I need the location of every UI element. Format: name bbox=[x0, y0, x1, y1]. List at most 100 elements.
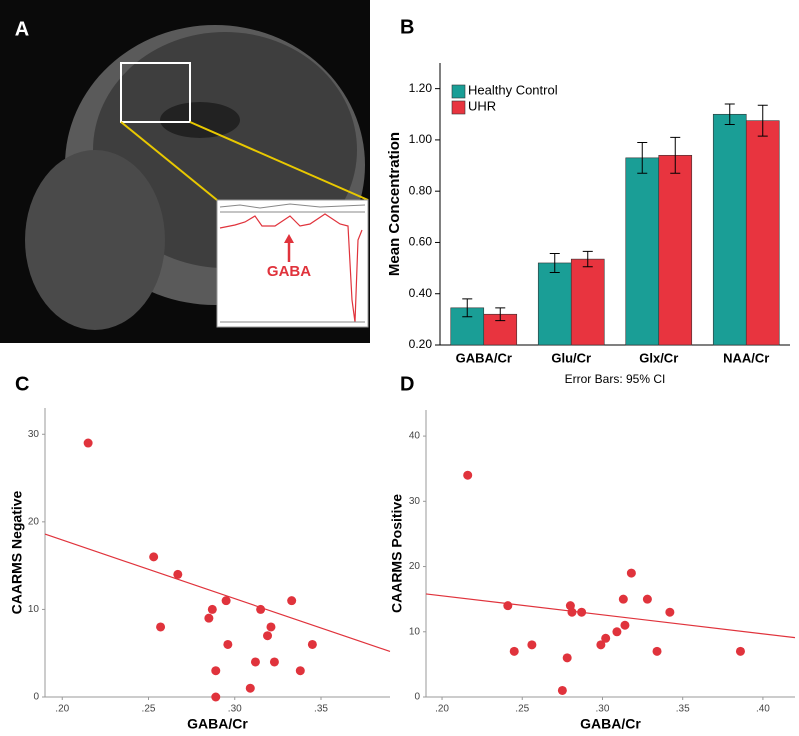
point bbox=[509, 646, 519, 656]
point bbox=[642, 594, 652, 604]
point bbox=[83, 438, 93, 448]
y-axis-label: CAARMS Positive bbox=[389, 494, 405, 613]
point bbox=[626, 568, 636, 578]
point bbox=[263, 631, 273, 641]
y-tick-label: 0 bbox=[33, 692, 39, 703]
error-bar bbox=[549, 252, 560, 273]
point bbox=[204, 613, 214, 623]
legend-swatch bbox=[451, 84, 466, 99]
error-bar bbox=[495, 307, 506, 322]
point bbox=[463, 470, 473, 480]
point bbox=[567, 607, 577, 617]
x-tick-label: .20 bbox=[435, 704, 449, 715]
panel-letter: B bbox=[400, 16, 414, 38]
y-tick-label: 1.20 bbox=[409, 81, 433, 95]
y-tick-label: 0 bbox=[414, 692, 420, 703]
voxel-box bbox=[120, 62, 191, 123]
point bbox=[557, 685, 567, 695]
gaba-arrow-head bbox=[284, 234, 294, 243]
x-tick-label: .25 bbox=[142, 704, 156, 715]
y-tick-label: 1.00 bbox=[409, 132, 433, 146]
x-tick-label: GABA/Cr bbox=[456, 350, 512, 365]
x-axis-label: GABA/Cr bbox=[580, 716, 641, 732]
point bbox=[245, 683, 255, 693]
point bbox=[223, 639, 233, 649]
y-tick-label: 0.80 bbox=[409, 183, 433, 197]
x-axis-label: GABA/Cr bbox=[187, 716, 248, 732]
error-bar bbox=[582, 250, 593, 268]
point bbox=[287, 596, 297, 606]
x-tick-label: NAA/Cr bbox=[723, 350, 769, 365]
y-tick-label: 20 bbox=[28, 516, 40, 527]
error-bar bbox=[724, 103, 735, 126]
y-tick-label: 0.60 bbox=[409, 235, 433, 249]
point bbox=[207, 604, 217, 614]
y-tick-label: 0.40 bbox=[409, 286, 433, 300]
x-tick-label: .25 bbox=[515, 704, 529, 715]
point bbox=[612, 627, 622, 637]
face bbox=[25, 150, 165, 330]
point bbox=[211, 666, 221, 676]
y-tick-label: 40 bbox=[409, 431, 421, 442]
x-tick-label: .30 bbox=[596, 704, 610, 715]
bar bbox=[745, 120, 780, 346]
panel-letter: C bbox=[15, 373, 29, 395]
fit-line bbox=[44, 533, 391, 653]
legend-label: Healthy Control bbox=[468, 82, 558, 97]
point bbox=[221, 596, 231, 606]
x-tick-label: .35 bbox=[314, 704, 328, 715]
point bbox=[269, 657, 279, 667]
error-bar bbox=[462, 298, 473, 318]
point bbox=[562, 653, 572, 663]
x-tick-label: .30 bbox=[228, 704, 242, 715]
panel-letter: D bbox=[400, 373, 414, 395]
y-axis-label: Mean Concentration bbox=[386, 132, 403, 276]
y-tick-label: 20 bbox=[409, 561, 421, 572]
point bbox=[503, 601, 513, 611]
point bbox=[601, 633, 611, 643]
bar bbox=[537, 262, 572, 346]
point bbox=[665, 607, 675, 617]
ventricle bbox=[160, 102, 240, 138]
point bbox=[173, 569, 183, 579]
point bbox=[652, 646, 662, 656]
legend-label: UHR bbox=[468, 98, 496, 113]
point bbox=[156, 622, 166, 632]
mri-panel: GABA A bbox=[0, 0, 370, 343]
x-tick-label: .35 bbox=[676, 704, 690, 715]
point bbox=[618, 594, 628, 604]
y-tick-label: 10 bbox=[28, 604, 40, 615]
error-bar bbox=[757, 104, 768, 137]
zoom-line bbox=[189, 121, 369, 201]
y-tick-label: 10 bbox=[409, 626, 421, 637]
point bbox=[266, 622, 276, 632]
x-tick-label: .20 bbox=[55, 704, 69, 715]
error-bar bbox=[637, 141, 648, 174]
bar bbox=[570, 258, 605, 346]
point bbox=[256, 604, 266, 614]
spectrum-trace bbox=[219, 203, 366, 209]
fit-line bbox=[425, 593, 796, 639]
point bbox=[211, 692, 221, 702]
note: Error Bars: 95% CI bbox=[565, 372, 666, 386]
legend-swatch bbox=[451, 100, 466, 115]
gaba-label: GABA bbox=[267, 263, 311, 280]
x-tick-label: .40 bbox=[756, 704, 770, 715]
point bbox=[250, 657, 260, 667]
point bbox=[149, 552, 159, 562]
bar bbox=[712, 113, 747, 346]
x-tick-label: Glx/Cr bbox=[639, 350, 678, 365]
point bbox=[596, 640, 606, 650]
x-tick-label: Glu/Cr bbox=[551, 350, 591, 365]
y-tick-label: 0.20 bbox=[409, 337, 433, 351]
y-axis-label: CAARMS Negative bbox=[9, 490, 25, 614]
y-tick-label: 30 bbox=[409, 496, 421, 507]
error-bar bbox=[670, 136, 681, 174]
point bbox=[577, 607, 587, 617]
point bbox=[620, 620, 630, 630]
panel-letter: A bbox=[15, 18, 29, 40]
point bbox=[735, 646, 745, 656]
point bbox=[295, 666, 305, 676]
zoom-line bbox=[120, 121, 218, 201]
